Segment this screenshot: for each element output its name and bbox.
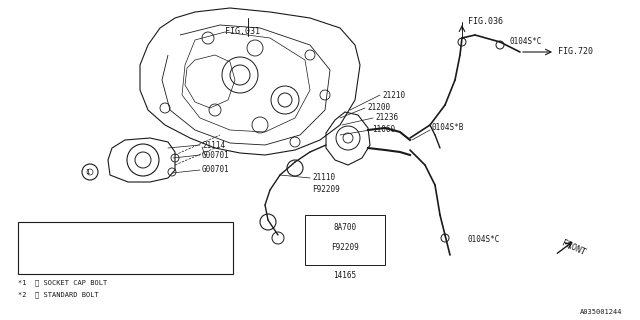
Bar [305,215,385,265]
Text: 0104S*B: 0104S*B [432,124,465,132]
Text: *1  Ⓣ SOCKET CAP BOLT: *1 Ⓣ SOCKET CAP BOLT [18,280,108,286]
Text: G00701: G00701 [202,165,230,174]
Text: 11060: 11060 [372,125,395,134]
Text: 1: 1 [85,169,89,175]
Text: 21200: 21200 [367,103,390,113]
Text: FIG.036: FIG.036 [468,18,503,27]
Text: F92209: F92209 [331,244,359,252]
Text: 21110: 21110 [312,173,335,182]
Text: 0104S*C: 0104S*C [468,236,500,244]
Text: A035001244: A035001244 [580,309,623,315]
Text: F92209: F92209 [312,186,340,195]
Text: *2  Ⓣ STANDARD BOLT: *2 Ⓣ STANDARD BOLT [18,292,99,298]
Text: 21236: 21236 [375,114,398,123]
Text: FRONT: FRONT [560,239,586,257]
Text: 1: 1 [25,244,29,252]
Bar [18,222,233,274]
Text: FIG.031: FIG.031 [225,28,260,36]
Text: *1 A40607 ( -'11MY1009>: *1 A40607 ( -'11MY1009> [48,232,146,238]
Text: 0104S*C: 0104S*C [510,37,542,46]
Text: 14165: 14165 [333,270,356,279]
Text: 21114: 21114 [202,140,225,149]
Circle shape [496,41,504,49]
Text: FIG.720: FIG.720 [558,47,593,57]
Text: 8A700: 8A700 [333,223,356,233]
Text: *2 J10696 ('11MY1009-  ): *2 J10696 ('11MY1009- ) [48,258,150,264]
Circle shape [441,234,449,242]
Circle shape [458,38,466,46]
Text: G00701: G00701 [202,150,230,159]
Text: 21210: 21210 [382,91,405,100]
